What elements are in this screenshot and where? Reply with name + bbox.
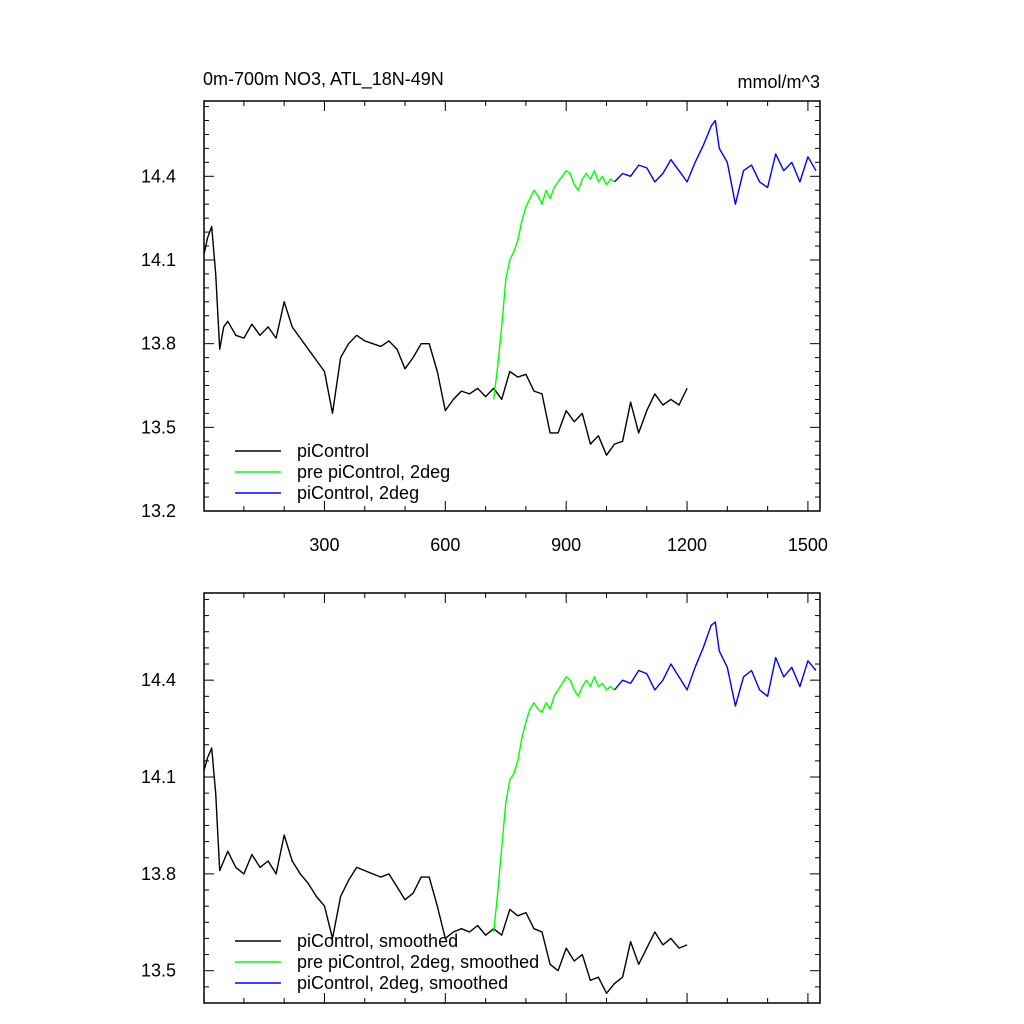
y-tick-label: 13.5	[141, 961, 176, 981]
plot-frame	[203, 100, 821, 512]
y-tick-label: 13.8	[141, 864, 176, 884]
axis-ticks	[204, 593, 820, 1004]
y-tick-label: 13.8	[141, 334, 176, 354]
x-tick-label: 900	[551, 535, 581, 555]
axis-ticks	[204, 101, 820, 512]
series-line-2	[613, 621, 817, 707]
legend-label: piControl	[297, 441, 369, 461]
y-tick-label: 13.2	[141, 501, 176, 521]
legend-label: pre piControl, 2deg, smoothed	[297, 952, 539, 972]
series-line-2	[613, 119, 817, 205]
x-tick-label: 1500	[788, 535, 828, 555]
x-tick-label: 1200	[667, 535, 707, 555]
tick-labels: 13.5 13.8 14.1 14.4	[141, 670, 176, 981]
legend-label: piControl, 2deg, smoothed	[297, 973, 508, 993]
bottom-panel: 13.5 13.8 14.1 14.4 piControl, smoothedpre …	[141, 592, 821, 1004]
series-line-1	[493, 169, 615, 400]
x-tick-label: 300	[309, 535, 339, 555]
y-tick-label: 14.4	[141, 166, 176, 186]
series-group	[203, 119, 817, 456]
legend-label: piControl, 2deg	[297, 483, 419, 503]
units-label: mmol/m^3	[738, 72, 820, 92]
chart-title: 0m-700m NO3, ATL_18N-49N	[203, 69, 444, 90]
top-panel: 0m-700m NO3, ATL_18N-49N mmol/m^3 300 600…	[141, 69, 828, 555]
tick-labels: 300 600 900 1200 1500 13.2 13.5 13.8 14.1 14.4	[141, 166, 828, 555]
y-tick-label: 13.5	[141, 417, 176, 437]
series-line-1	[493, 676, 615, 933]
y-tick-label: 14.4	[141, 670, 176, 690]
x-tick-label: 600	[430, 535, 460, 555]
y-tick-label: 14.1	[141, 767, 176, 787]
plot-frame	[203, 592, 821, 1004]
y-tick-label: 14.1	[141, 250, 176, 270]
series-line-0	[203, 747, 688, 994]
legend-label: pre piControl, 2deg	[297, 462, 450, 482]
legend-label: piControl, smoothed	[297, 931, 458, 951]
series-group	[203, 621, 817, 994]
series-line-0	[203, 225, 688, 456]
